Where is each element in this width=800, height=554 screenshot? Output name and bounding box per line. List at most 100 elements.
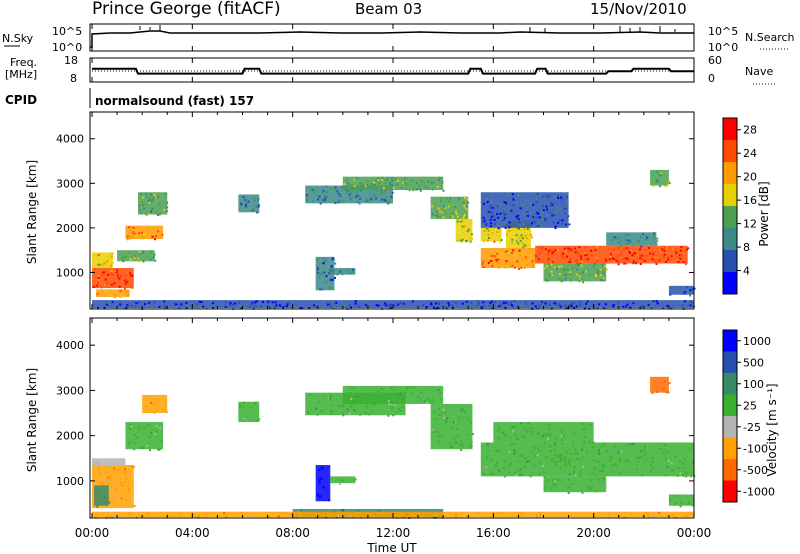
power-cbar-segment [723, 228, 737, 250]
power-cell [376, 177, 379, 180]
velocity-cell [495, 464, 498, 466]
power-cell [656, 240, 659, 243]
velocity-cell [539, 515, 542, 518]
power-cell [567, 215, 570, 218]
power-cell [134, 235, 137, 237]
power-cell [570, 248, 573, 251]
power-ylabel: Slant Range [km] [25, 160, 39, 264]
velocity-cell [277, 515, 280, 518]
power-cell [355, 191, 358, 194]
power-cell [589, 273, 592, 276]
power-cell [438, 179, 441, 181]
velocity-cell [127, 490, 130, 493]
velocity-cell [320, 467, 323, 469]
power-cell [640, 245, 643, 248]
velocity-cell [149, 435, 152, 438]
velocity-cell [333, 510, 336, 513]
power-cell [527, 210, 530, 213]
power-cell [499, 202, 501, 205]
velocity-cell [395, 411, 398, 414]
power-cell [316, 305, 318, 308]
power-cell [554, 197, 557, 199]
velocity-cell [592, 446, 595, 449]
power-cell [612, 305, 615, 308]
velocity-cell [663, 452, 665, 455]
velocity-cell [361, 397, 364, 400]
power-cell [110, 262, 113, 265]
power-cell [339, 270, 342, 273]
power-cell [157, 195, 159, 198]
power-cell [585, 253, 588, 256]
power-cell [492, 207, 495, 210]
velocity-ytick-label: 4000 [56, 339, 84, 352]
velocity-cbar-label: Velocity [m s⁻¹] [765, 383, 779, 476]
velocity-cell [431, 428, 434, 431]
velocity-cell [125, 477, 128, 480]
velocity-cell [559, 460, 562, 463]
power-cell [166, 210, 168, 213]
velocity-cell [524, 457, 527, 459]
velocity-cell [630, 443, 633, 445]
power-cell [505, 262, 507, 265]
power-cell [352, 268, 355, 271]
velocity-cell [645, 511, 648, 514]
power-cell [438, 176, 441, 179]
power-cell [547, 250, 550, 253]
power-cell [97, 307, 100, 309]
power-cell [486, 251, 489, 254]
power-cell [471, 238, 474, 241]
power-cell [352, 189, 354, 192]
velocity-cell [626, 460, 629, 462]
velocity-cell [579, 471, 582, 474]
velocity-cell [417, 396, 420, 399]
velocity-cell [594, 490, 597, 493]
power-cell [330, 305, 332, 308]
velocity-cell [539, 461, 541, 464]
power-cell [111, 274, 114, 277]
power-cell [578, 303, 581, 306]
power-cell [556, 222, 559, 224]
power-cell [374, 183, 376, 186]
power-cell [541, 204, 544, 207]
power-cell [567, 301, 570, 304]
power-cell [497, 258, 500, 261]
velocity-cell [643, 513, 646, 516]
power-cell [642, 233, 645, 236]
power-cell [394, 178, 397, 181]
power-cell [640, 305, 643, 308]
power-cell [508, 303, 511, 306]
velocity-cell [570, 452, 573, 455]
power-cell [124, 287, 126, 290]
power-cell [359, 189, 362, 192]
power-cell [538, 194, 541, 197]
power-cell [404, 177, 407, 180]
velocity-cell [576, 452, 579, 455]
velocity-cell [666, 466, 669, 469]
power-cell [359, 197, 362, 200]
power-cell [654, 236, 657, 239]
power-cell [142, 260, 145, 263]
velocity-cbar-segment [723, 373, 737, 395]
velocity-cell [516, 460, 519, 463]
power-cell [153, 301, 156, 304]
power-cell [386, 202, 389, 205]
power-cell [516, 306, 519, 309]
power-cell [356, 189, 359, 192]
power-cell [579, 255, 582, 258]
power-cell [324, 199, 327, 202]
velocity-ytick-label: 2000 [56, 430, 84, 443]
velocity-cell [670, 462, 673, 465]
power-cell [639, 307, 642, 309]
power-cell [111, 252, 114, 255]
velocity-cell [568, 464, 571, 467]
velocity-cell [320, 410, 323, 412]
power-cell [530, 197, 533, 200]
power-cell [498, 305, 501, 308]
power-cell [106, 260, 109, 263]
power-cell [441, 181, 444, 184]
velocity-cell [553, 461, 556, 464]
power-cell [529, 204, 532, 207]
power-cell [505, 202, 508, 205]
